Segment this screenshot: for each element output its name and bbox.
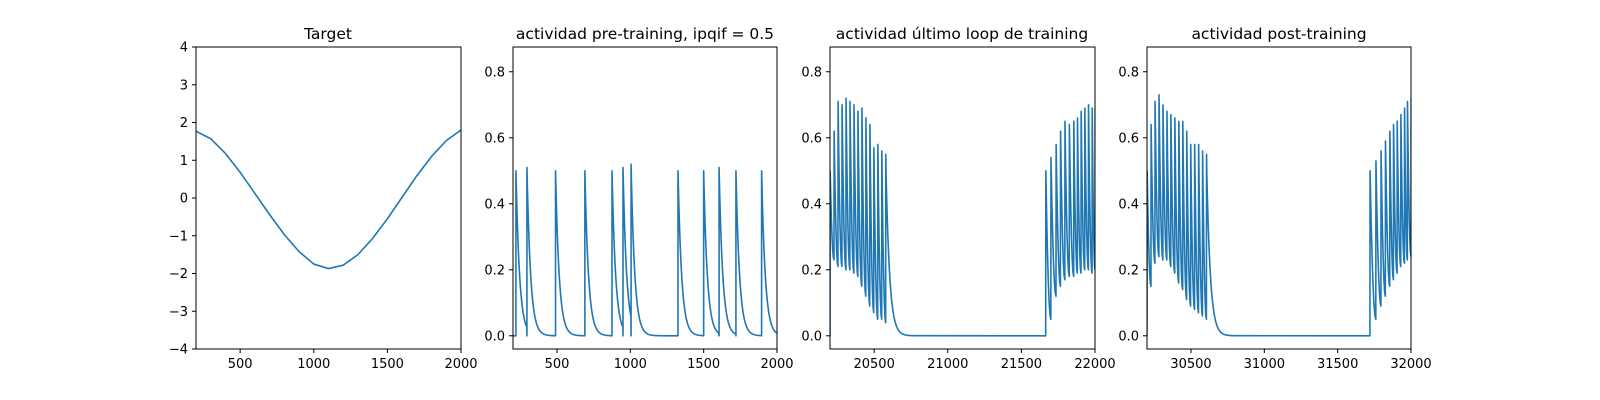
x-tick-label: 21500 [1001, 357, 1042, 372]
y-tick-label: 0.0 [1118, 329, 1139, 344]
plot-frame [1146, 46, 1412, 350]
y-tick-label: 3 [180, 78, 188, 93]
y-tick-label: −3 [169, 305, 188, 320]
series-line [830, 97, 1095, 337]
y-tick-label: 2 [180, 116, 188, 131]
plot-frame [512, 46, 778, 350]
y-tick-label: 0.4 [801, 197, 822, 212]
x-tick-label: 500 [545, 357, 570, 372]
y-tick-label: 0.8 [1118, 65, 1139, 80]
x-tick-label: 30500 [1170, 357, 1211, 372]
x-tick-label: 31000 [1244, 357, 1285, 372]
y-tick-label: 0.6 [484, 131, 505, 146]
x-tick-label: 2000 [760, 357, 793, 372]
x-tick-label: 1500 [371, 357, 404, 372]
x-tick-label: 32000 [1390, 357, 1431, 372]
panel-title: Target [303, 25, 352, 43]
y-tick-label: 0.6 [801, 131, 822, 146]
y-tick-label: −2 [169, 267, 188, 282]
y-tick-label: 0.4 [484, 197, 505, 212]
y-tick-label: 0.2 [801, 263, 822, 278]
x-tick-label: 1000 [297, 357, 330, 372]
panel-post-training: actividad post-training 30500 31000 31500 3… [1118, 25, 1431, 372]
series-line [196, 129, 461, 270]
series-line [513, 163, 777, 337]
panel-last-training-loop: actividad último loop de training 20500 2… [801, 25, 1115, 372]
panel-target: Target 500 1000 1500 2000 −4 −3 −2 −1 0 1 2 3 4 [169, 25, 478, 372]
y-tick-label: 0.8 [801, 65, 822, 80]
series-line [1147, 94, 1411, 337]
y-tick-label: 0.2 [484, 263, 505, 278]
panel-title: actividad post-training [1191, 25, 1366, 43]
plot-frame [829, 46, 1096, 350]
y-tick-label: 0.4 [1118, 197, 1139, 212]
x-tick-label: 2000 [444, 357, 477, 372]
y-tick-label: 4 [180, 41, 188, 56]
y-tick-label: 1 [180, 154, 188, 169]
y-tick-label: 0.2 [1118, 263, 1139, 278]
y-tick-label: 0.0 [484, 329, 505, 344]
y-tick-label: 0 [180, 192, 188, 207]
x-tick-label: 21000 [927, 357, 968, 372]
y-tick-label: −4 [169, 343, 188, 358]
panel-title: actividad último loop de training [836, 25, 1088, 43]
x-tick-label: 500 [228, 357, 253, 372]
x-tick-label: 1500 [687, 357, 720, 372]
x-tick-label: 22000 [1074, 357, 1115, 372]
panel-title: actividad pre-training, ipqif = 0.5 [516, 25, 774, 43]
y-tick-label: 0.6 [1118, 131, 1139, 146]
x-tick-label: 31500 [1317, 357, 1358, 372]
x-tick-label: 20500 [853, 357, 894, 372]
y-tick-label: 0.0 [801, 329, 822, 344]
x-tick-label: 1000 [614, 357, 647, 372]
y-tick-label: 0.8 [484, 65, 505, 80]
panel-pre-training: actividad pre-training, ipqif = 0.5 500 1… [484, 25, 793, 372]
y-tick-label: −1 [169, 229, 188, 244]
